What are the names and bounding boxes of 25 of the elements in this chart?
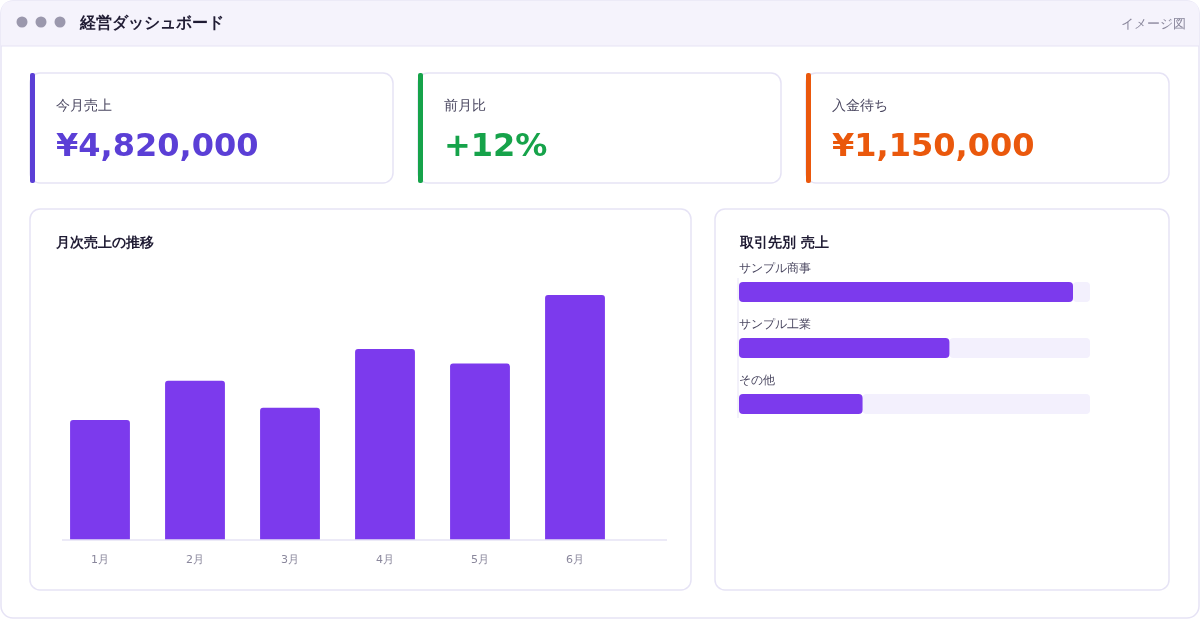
text: 経営ダッシュボード [79,13,224,32]
bar [70,419,130,540]
x-tick-label: 1月 [91,553,109,566]
text: イメージ図 [1121,16,1186,31]
bar [165,380,225,540]
bar [545,295,605,540]
text: 入金待ち [832,97,888,113]
chart-title: 取引先別 売上 [739,234,829,250]
x-tick-label: 4月 [376,553,394,566]
chart-title: 月次売上の推移 [55,234,154,250]
y-tick-label: その他 [739,373,775,387]
text: 今月売上 [56,97,112,113]
bar [355,348,415,540]
x-tick-label: 5月 [471,553,489,566]
bar [260,407,320,540]
y-tick-label: サンプル工業 [739,317,811,331]
text: ¥1,150,000 [832,126,1035,164]
text: 前月比 [444,97,486,113]
text: +12% [444,126,548,164]
x-tick-label: 2月 [186,553,204,566]
x-tick-label: 3月 [281,553,299,566]
y-tick-label: サンプル商事 [739,261,811,275]
bar [450,363,510,540]
x-tick-label: 6月 [566,553,584,566]
text: ¥4,820,000 [56,126,259,164]
